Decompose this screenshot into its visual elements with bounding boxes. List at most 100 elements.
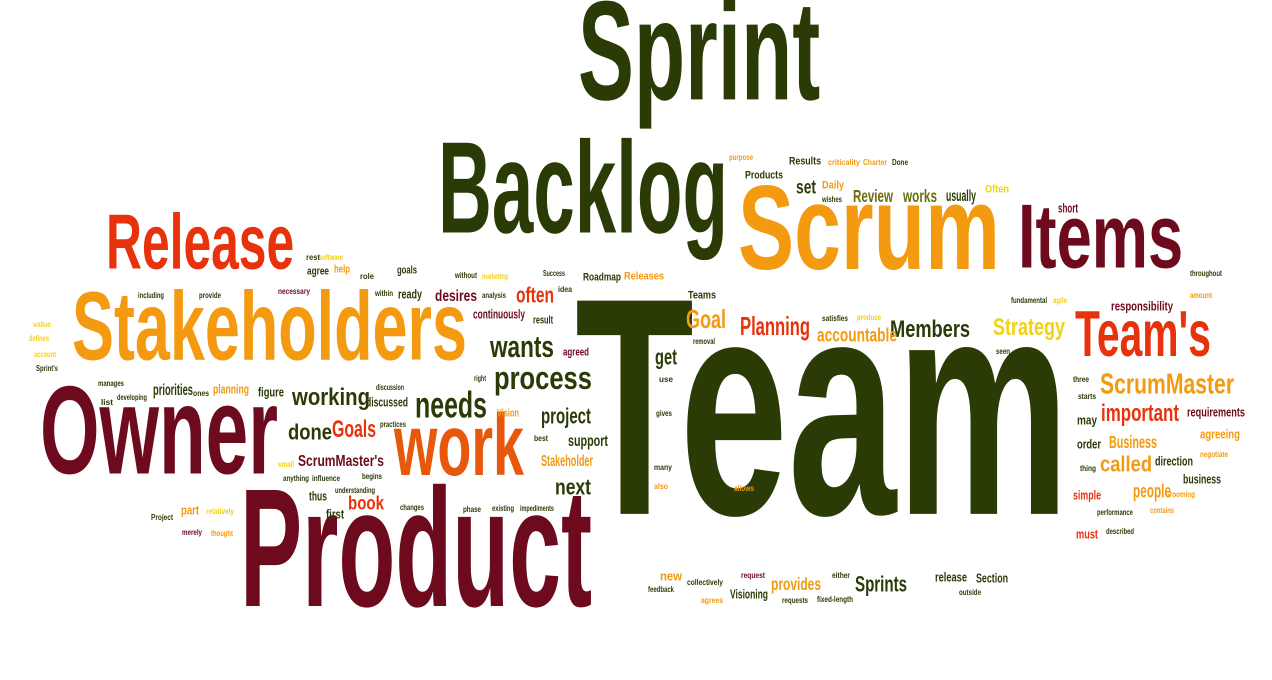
word-business: business <box>1183 472 1221 488</box>
word-produce: produce <box>857 312 881 323</box>
word-backlog: Backlog <box>438 114 729 261</box>
word-goal: Goal <box>686 305 727 335</box>
word-within: within <box>375 288 393 299</box>
word-without: without <box>455 270 478 281</box>
word-request: request <box>741 570 765 581</box>
word-team: Team <box>575 233 1070 581</box>
word-results: Results <box>789 154 822 167</box>
word-stakeholders: Stakeholders <box>72 270 467 381</box>
word-planning: Planning <box>740 312 811 342</box>
word-people: people <box>1133 480 1171 503</box>
word-role: role <box>360 271 374 282</box>
word-project: Project <box>151 512 174 523</box>
word-scrummaster: ScrumMaster <box>1100 368 1235 400</box>
word-best: best <box>534 433 549 444</box>
word-often: often <box>516 283 555 308</box>
word-account: account <box>34 349 57 360</box>
word-agreed: agreed <box>563 345 589 358</box>
word-release: Release <box>106 198 295 286</box>
word-usually: usually <box>946 187 976 205</box>
word-negotiate: negotiate <box>1200 449 1229 460</box>
word-get: get <box>655 345 678 370</box>
word-working: working <box>292 382 371 410</box>
word-section: Section <box>976 571 1009 587</box>
word-marketing: marketing <box>482 271 509 282</box>
word-thing: thing <box>1080 463 1097 474</box>
word-members: Members <box>890 314 971 342</box>
word-vision: Vision <box>497 406 519 419</box>
word-requirements: requirements <box>1187 405 1245 421</box>
word-product: Product <box>240 454 593 643</box>
word-agile: agile <box>1053 295 1067 306</box>
word-collectively: collectively <box>687 577 724 588</box>
word-thus: thus <box>309 489 327 505</box>
word-scrummaster-s: ScrumMaster's <box>298 452 384 470</box>
word-also: also <box>654 481 669 492</box>
word-understanding: understanding <box>335 485 376 496</box>
word-scrum: Scrum <box>738 161 1000 295</box>
word-book: book <box>348 492 385 515</box>
word-requests: requests <box>782 595 809 606</box>
word-ready: ready <box>398 287 423 303</box>
word-desires: desires <box>435 287 477 305</box>
word-figure: figure <box>258 385 285 401</box>
word-provides: provides <box>771 574 822 594</box>
word-roadmap: Roadmap <box>583 270 621 283</box>
word-help: help <box>334 262 351 275</box>
word-discussion: discussion <box>376 382 405 393</box>
word-daily: Daily <box>822 178 844 191</box>
word-done: done <box>288 420 333 445</box>
word-contains: contains <box>1150 505 1175 516</box>
word-owner: Owner <box>40 360 278 501</box>
word-first: first <box>326 507 344 523</box>
word-simple: simple <box>1073 488 1101 504</box>
word-result: result <box>533 313 554 326</box>
word-called: called <box>1100 452 1153 477</box>
word-small: small <box>278 459 295 470</box>
word-sprint: Sprint <box>578 0 821 130</box>
word-review: Review <box>853 186 893 206</box>
word-agrees: agrees <box>701 595 723 606</box>
word-described: described <box>1106 526 1135 537</box>
word-gives: gives <box>656 408 673 419</box>
word-may: may <box>1077 413 1098 429</box>
word-value: value <box>33 319 52 330</box>
word-provide: provide <box>199 290 222 301</box>
word-influence: influence <box>312 473 341 484</box>
word-idea: idea <box>558 284 573 295</box>
word-starts: starts <box>1078 391 1097 402</box>
word-support: support <box>568 432 608 450</box>
word-direction: direction <box>1155 454 1194 470</box>
word-release: release <box>935 570 968 586</box>
word-project: project <box>541 404 592 429</box>
word-sprint-s: Sprint's <box>36 363 58 374</box>
word-products: Products <box>745 168 783 181</box>
word-next: next <box>555 475 591 500</box>
word-manages: manages <box>98 378 125 389</box>
word-existing: existing <box>492 503 514 514</box>
word-team-s: Team's <box>1075 296 1211 370</box>
word-wants: wants <box>490 330 554 364</box>
word-amount: amount <box>1190 290 1212 301</box>
word-necessary: necessary <box>278 286 311 297</box>
word-strategy: Strategy <box>993 312 1065 340</box>
word-merely: merely <box>182 527 202 538</box>
word-continuously: continuously <box>473 307 525 323</box>
word-use: use <box>659 374 673 385</box>
word-short: short <box>1058 201 1078 217</box>
word-impediments: impediments <box>520 503 554 514</box>
word-priorities: priorities <box>153 381 193 399</box>
word-developing: developing <box>117 392 147 403</box>
word-charter: Charter <box>863 157 888 168</box>
word-agree: agree <box>307 264 330 277</box>
word-agreeing: agreeing <box>1200 427 1241 443</box>
word-list: list <box>101 397 114 408</box>
word-work: work <box>394 396 525 495</box>
word-rest: rest <box>306 252 321 263</box>
word-anything: anything <box>283 473 310 484</box>
word-ones: ones <box>193 388 210 399</box>
word-defines: defines <box>29 333 49 344</box>
word-process: process <box>494 358 592 396</box>
word-goals: goals <box>397 263 418 276</box>
